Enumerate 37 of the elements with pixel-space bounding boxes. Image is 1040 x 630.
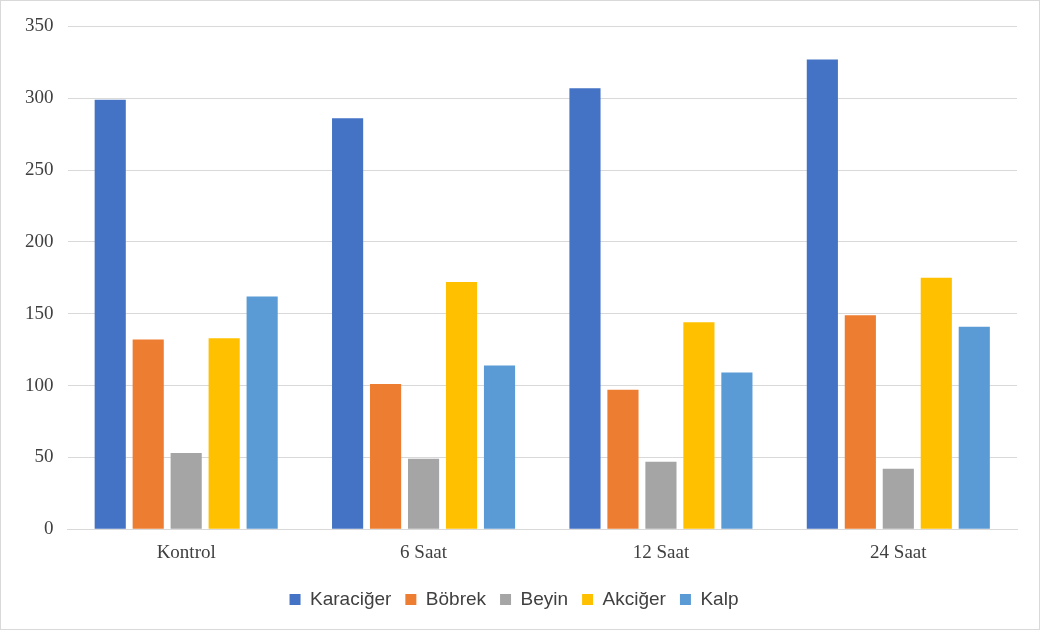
- bar: [844, 315, 876, 529]
- y-tick-label: 50: [34, 445, 54, 467]
- bar: [170, 453, 202, 529]
- x-tick-label: Kontrol: [156, 540, 216, 562]
- legend-label: Kalp: [700, 587, 739, 609]
- bar: [483, 365, 516, 529]
- bar: [132, 339, 164, 529]
- y-tick-label: 200: [25, 229, 54, 251]
- bar: [721, 372, 753, 529]
- bar: [645, 461, 677, 529]
- bar: [882, 468, 914, 529]
- bar: [332, 118, 364, 529]
- bar: [920, 277, 952, 529]
- bar: [607, 389, 639, 529]
- bar: [569, 88, 601, 529]
- bar: [445, 282, 478, 529]
- bar: [683, 322, 715, 529]
- x-tick-label: 12 Saat: [632, 540, 690, 562]
- y-tick-label: 0: [44, 517, 54, 539]
- y-tick-label: 100: [25, 373, 54, 395]
- y-tick-label: 250: [25, 158, 54, 180]
- bar: [246, 296, 278, 529]
- legend-label: Akciğer: [602, 587, 667, 609]
- y-tick-label: 150: [25, 301, 54, 323]
- x-tick-label: 6 Saat: [400, 540, 448, 562]
- bar: [407, 458, 440, 529]
- bar: [370, 384, 402, 529]
- y-tick-label: 300: [25, 86, 54, 108]
- bar: [806, 59, 838, 529]
- bar: [208, 338, 240, 529]
- legend-label: Böbrek: [425, 587, 487, 609]
- bar: [958, 326, 990, 529]
- legend-label: Beyin: [520, 587, 569, 609]
- x-tick-label: 24 Saat: [870, 540, 928, 562]
- bar: [94, 99, 126, 529]
- y-tick-label: 350: [25, 14, 54, 36]
- legend-label: Karaciğer: [310, 587, 393, 609]
